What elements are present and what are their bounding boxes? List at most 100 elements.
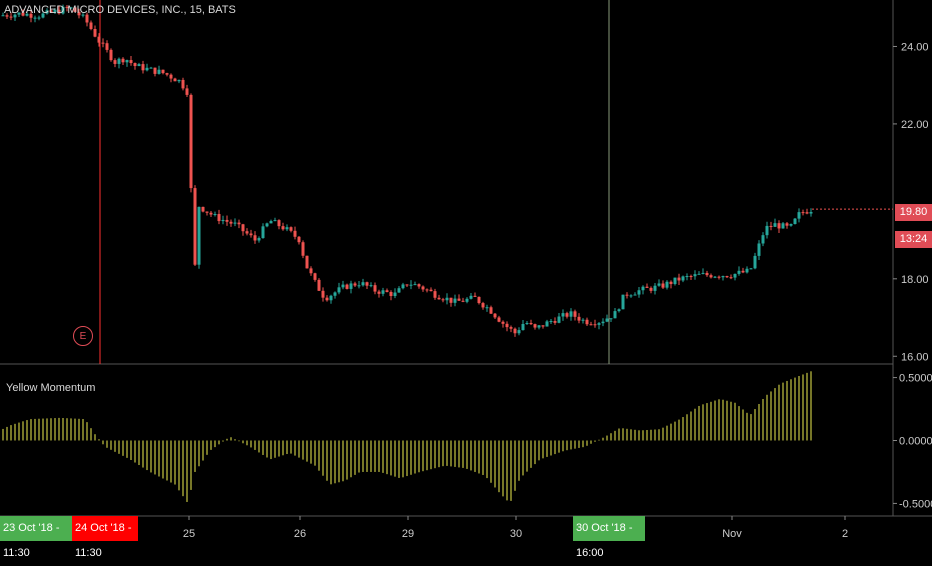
candle-body bbox=[229, 221, 233, 224]
candle-body bbox=[309, 268, 313, 274]
candle-body bbox=[289, 227, 293, 231]
candle-body bbox=[409, 284, 413, 286]
candle-body bbox=[769, 225, 773, 227]
candle-body bbox=[245, 231, 249, 234]
candle-body bbox=[461, 300, 465, 302]
candle-body bbox=[545, 321, 549, 327]
chart-canvas[interactable]: 16.00 18.00 22.00 24.00 -0.5000 0.0000 0.5000 2… bbox=[0, 0, 932, 550]
crosshair-date-red: 24 Oct '18 - 11:30 bbox=[72, 516, 138, 559]
candle-body bbox=[685, 276, 689, 278]
candle-body bbox=[101, 42, 105, 44]
candle-body bbox=[585, 319, 589, 325]
candle-body bbox=[369, 285, 373, 287]
candle-body bbox=[25, 13, 29, 16]
candle-body bbox=[477, 296, 481, 304]
time-tick-label: 29 bbox=[402, 528, 414, 540]
candle-body bbox=[709, 275, 713, 278]
candle-body bbox=[501, 321, 505, 324]
candle-body bbox=[469, 295, 473, 299]
candle-body bbox=[425, 289, 429, 291]
candle-body bbox=[517, 330, 521, 334]
candle-body bbox=[633, 294, 637, 296]
candle-body bbox=[33, 17, 37, 19]
candle-body bbox=[269, 221, 273, 224]
candle-body bbox=[681, 276, 685, 281]
candle-body bbox=[505, 323, 509, 328]
candle-body bbox=[313, 273, 317, 280]
candle-body bbox=[1, 15, 5, 17]
indicator-title: Yellow Momentum bbox=[6, 382, 96, 394]
candle-body bbox=[297, 236, 301, 243]
candle-body bbox=[41, 13, 45, 18]
candle-body bbox=[621, 294, 625, 310]
time-tick-label: Nov bbox=[722, 528, 742, 540]
candle-body bbox=[81, 14, 85, 16]
candle-body bbox=[333, 292, 337, 296]
candle-body bbox=[325, 297, 329, 301]
candle-body bbox=[405, 284, 409, 286]
bar-countdown-label: 13:24 bbox=[895, 231, 932, 248]
candle-body bbox=[253, 235, 257, 241]
candle-body bbox=[449, 297, 453, 303]
candle-body bbox=[381, 290, 385, 294]
candle-body bbox=[113, 60, 117, 64]
candle-body bbox=[401, 284, 405, 289]
candle-body bbox=[753, 255, 757, 269]
candle-body bbox=[533, 324, 537, 328]
candle-body bbox=[117, 58, 121, 64]
candle-body bbox=[189, 94, 193, 189]
candle-body bbox=[429, 289, 433, 292]
candle-body bbox=[617, 309, 621, 312]
candle-body bbox=[513, 328, 517, 334]
price-tick-label: 16.00 bbox=[901, 351, 929, 363]
candle-body bbox=[465, 298, 469, 302]
candle-body bbox=[317, 279, 321, 291]
candle-body bbox=[525, 322, 529, 325]
candle-body bbox=[13, 14, 17, 18]
candle-body bbox=[197, 206, 201, 265]
candle-body bbox=[49, 10, 53, 13]
candle-body bbox=[17, 12, 21, 15]
candle-body bbox=[701, 272, 705, 274]
candle-body bbox=[365, 282, 369, 286]
candle-body bbox=[569, 311, 573, 317]
candle-body bbox=[697, 273, 701, 275]
momentum-tick-label: 0.5000 bbox=[899, 373, 932, 385]
candle-body bbox=[393, 292, 397, 297]
candle-body bbox=[797, 212, 801, 219]
candle-body bbox=[373, 285, 377, 292]
candle-body bbox=[705, 272, 709, 276]
candle-body bbox=[241, 224, 245, 232]
candle-body bbox=[665, 281, 669, 288]
candle-body bbox=[437, 297, 441, 300]
candle-body bbox=[717, 276, 721, 278]
candle-body bbox=[609, 318, 613, 320]
price-tick-label: 18.00 bbox=[901, 274, 929, 286]
candle-body bbox=[285, 227, 289, 230]
candle-body bbox=[77, 11, 81, 16]
candle-body bbox=[729, 277, 733, 279]
candle-body bbox=[301, 242, 305, 256]
candle-body bbox=[105, 43, 109, 50]
candle-body bbox=[233, 222, 237, 224]
candle-body bbox=[521, 324, 525, 331]
candle-body bbox=[677, 277, 681, 281]
candle-body bbox=[237, 222, 241, 225]
candle-body bbox=[725, 276, 729, 278]
candle-body bbox=[161, 69, 165, 74]
candle-body bbox=[225, 219, 229, 222]
candle-body bbox=[581, 319, 585, 321]
earnings-icon[interactable]: E bbox=[73, 326, 93, 346]
crosshair-date-right: 30 Oct '18 - 16:00 bbox=[573, 516, 645, 559]
candle-body bbox=[93, 28, 97, 37]
candle-body bbox=[785, 223, 789, 226]
candle-body bbox=[649, 287, 653, 291]
candle-body bbox=[185, 88, 189, 95]
candle-body bbox=[453, 298, 457, 303]
candle-body bbox=[97, 36, 101, 43]
candle-body bbox=[341, 284, 345, 288]
candle-body bbox=[689, 276, 693, 278]
candle-body bbox=[557, 316, 561, 323]
crosshair-date-left: 23 Oct '18 - 11:30 bbox=[0, 516, 72, 559]
candle-body bbox=[589, 324, 593, 326]
